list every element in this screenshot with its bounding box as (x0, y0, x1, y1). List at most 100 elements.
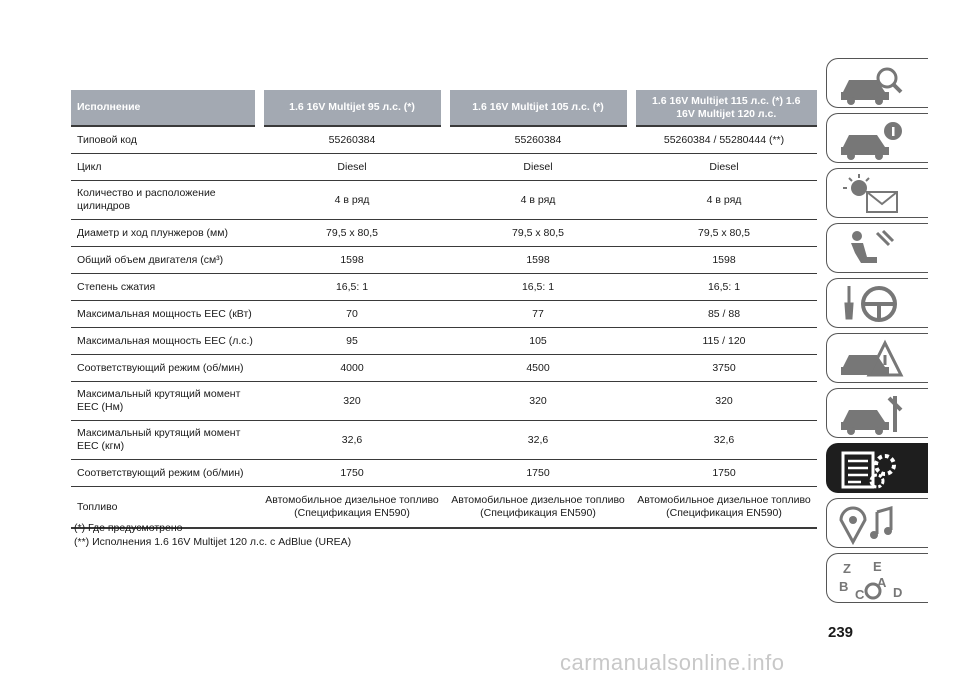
cell: 32,6 (631, 420, 817, 460)
cell: 1598 (631, 246, 817, 274)
cell: Diesel (445, 153, 631, 181)
cell: 1598 (259, 246, 445, 274)
tab-emergency[interactable] (826, 333, 928, 383)
cell: 79,5 x 80,5 (259, 219, 445, 247)
tab-maintenance[interactable] (826, 388, 928, 438)
tab-multimedia[interactable] (826, 498, 928, 548)
table-row: Соответствующий режим (об/мин) 4000 4500… (71, 354, 817, 382)
airbag-seat-icon (851, 229, 895, 263)
table-row: Типовой код 55260384 55260384 55260384 /… (71, 126, 817, 154)
svg-text:E: E (873, 559, 882, 574)
svg-text:Z: Z (843, 561, 851, 576)
row-label: Степень сжатия (71, 273, 259, 301)
cell: 16,5: 1 (631, 273, 817, 301)
table-row: Диаметр и ход плунжеров (мм) 79,5 x 80,5… (71, 219, 817, 247)
row-label: Количество и расположение цилиндров (71, 180, 259, 220)
cell: 85 / 88 (631, 300, 817, 328)
row-label: Максимальный крутящий момент ЕЕС (Нм) (71, 381, 259, 421)
header-105hp: 1.6 16V Multijet 105 л.с. (*) (440, 90, 631, 126)
row-label: Соответствующий режим (об/мин) (71, 459, 259, 487)
cell: 79,5 x 80,5 (631, 219, 817, 247)
cell: 77 (445, 300, 631, 328)
tab-warning-lights[interactable] (826, 168, 928, 218)
table-row: Цикл Diesel Diesel Diesel (71, 153, 817, 181)
cell: 320 (259, 381, 445, 421)
cell: 16,5: 1 (259, 273, 445, 301)
footnote-adblue: (**) Исполнения 1.6 16V Multijet 120 л.с… (74, 536, 352, 548)
watermark: carmanualsonline.info (560, 650, 785, 675)
cell: 1750 (445, 459, 631, 487)
car-dashboard-icon (841, 67, 903, 105)
tab-technical-data[interactable] (826, 443, 928, 493)
alphabetical-index-icon: Z E B A C D (839, 559, 902, 601)
tab-safety[interactable] (826, 223, 928, 273)
cell: 32,6 (445, 420, 631, 460)
cell: 55260384 (445, 126, 631, 154)
cell: 4000 (259, 354, 445, 382)
cell: 1750 (259, 459, 445, 487)
table-header-row: Исполнение 1.6 16V Multijet 95 л.с. (*) … (71, 90, 817, 126)
row-label: Максимальный крутящий момент ЕЕС (кгм) (71, 420, 259, 460)
page-number: 239 (828, 624, 854, 641)
table-row: Соответствующий режим (об/мин) 1750 1750… (71, 459, 817, 487)
car-maintenance-icon (841, 396, 903, 435)
row-label: Цикл (71, 153, 259, 181)
cell: 4 в ряд (259, 180, 445, 220)
car-emergency-icon (841, 339, 904, 377)
table-row: Максимальная мощность ЕЕС (л.с.) 95 105 … (71, 327, 817, 355)
row-label: Соответствующий режим (об/мин) (71, 354, 259, 382)
engine-spec-table: Исполнение 1.6 16V Multijet 95 л.с. (*) … (71, 90, 817, 529)
cell: 1598 (445, 246, 631, 274)
cell: Автомобильное дизельное топливо (Специфи… (631, 486, 817, 529)
cell: 3750 (631, 354, 817, 382)
table-row: Максимальный крутящий момент ЕЕС (Нм) 32… (71, 381, 817, 421)
table-row: Степень сжатия 16,5: 1 16,5: 1 16,5: 1 (71, 273, 817, 301)
cell: Diesel (631, 153, 817, 181)
row-label: Максимальная мощность ЕЕС (кВт) (71, 300, 259, 328)
table-row: Общий объем двигателя (см³) 1598 1598 15… (71, 246, 817, 274)
table-row: Количество и расположение цилиндров 4 в … (71, 180, 817, 220)
cell: 4500 (445, 354, 631, 382)
tab-driving[interactable] (826, 278, 928, 328)
footnote-optional: (*) Где предусмотрено (74, 522, 183, 534)
header-95hp: 1.6 16V Multijet 95 л.с. (*) (254, 90, 445, 126)
cell: Автомобильное дизельное топливо (Специфи… (259, 486, 445, 529)
tab-car-info[interactable] (826, 113, 928, 163)
cell: 4 в ряд (631, 180, 817, 220)
table-row: Максимальная мощность ЕЕС (кВт) 70 77 85… (71, 300, 817, 328)
svg-text:A: A (877, 575, 887, 590)
svg-text:C: C (855, 587, 865, 601)
cell: 1750 (631, 459, 817, 487)
header-version: Исполнение (71, 90, 259, 126)
cell: 320 (445, 381, 631, 421)
table-row: Максимальный крутящий момент ЕЕС (кгм) 3… (71, 420, 817, 460)
table-row: Топливо Автомобильное дизельное топливо … (71, 486, 817, 529)
cell: Автомобильное дизельное топливо (Специфи… (445, 486, 631, 529)
warning-light-icon (843, 174, 898, 213)
cell: 16,5: 1 (445, 273, 631, 301)
cell: 55260384 (259, 126, 445, 154)
row-label: Диаметр и ход плунжеров (мм) (71, 219, 259, 247)
tab-index[interactable]: Z E B A C D (826, 553, 928, 603)
cell: 4 в ряд (445, 180, 631, 220)
cell: 32,6 (259, 420, 445, 460)
cell: 95 (259, 327, 445, 355)
row-label: Топливо (71, 486, 259, 529)
row-label: Общий объем двигателя (см³) (71, 246, 259, 274)
technical-data-icon (841, 451, 896, 489)
cell: Diesel (259, 153, 445, 181)
cell: 79,5 x 80,5 (445, 219, 631, 247)
row-label: Типовой код (71, 126, 259, 154)
cell: 105 (445, 327, 631, 355)
cell: 320 (631, 381, 817, 421)
cell: 115 / 120 (631, 327, 817, 355)
tab-dashboard[interactable] (826, 58, 928, 108)
svg-text:D: D (893, 585, 902, 600)
footnotes: (*) Где предусмотрено (**) Исполнения 1.… (74, 521, 351, 549)
header-115-120hp: 1.6 16V Multijet 115 л.с. (*) 1.6 16V Mu… (626, 90, 817, 126)
steering-wheel-icon (844, 286, 897, 322)
row-label: Максимальная мощность ЕЕС (л.с.) (71, 327, 259, 355)
cell: 55260384 / 55280444 (**) (631, 126, 817, 154)
multimedia-icon (839, 506, 893, 546)
car-info-icon (841, 122, 902, 160)
